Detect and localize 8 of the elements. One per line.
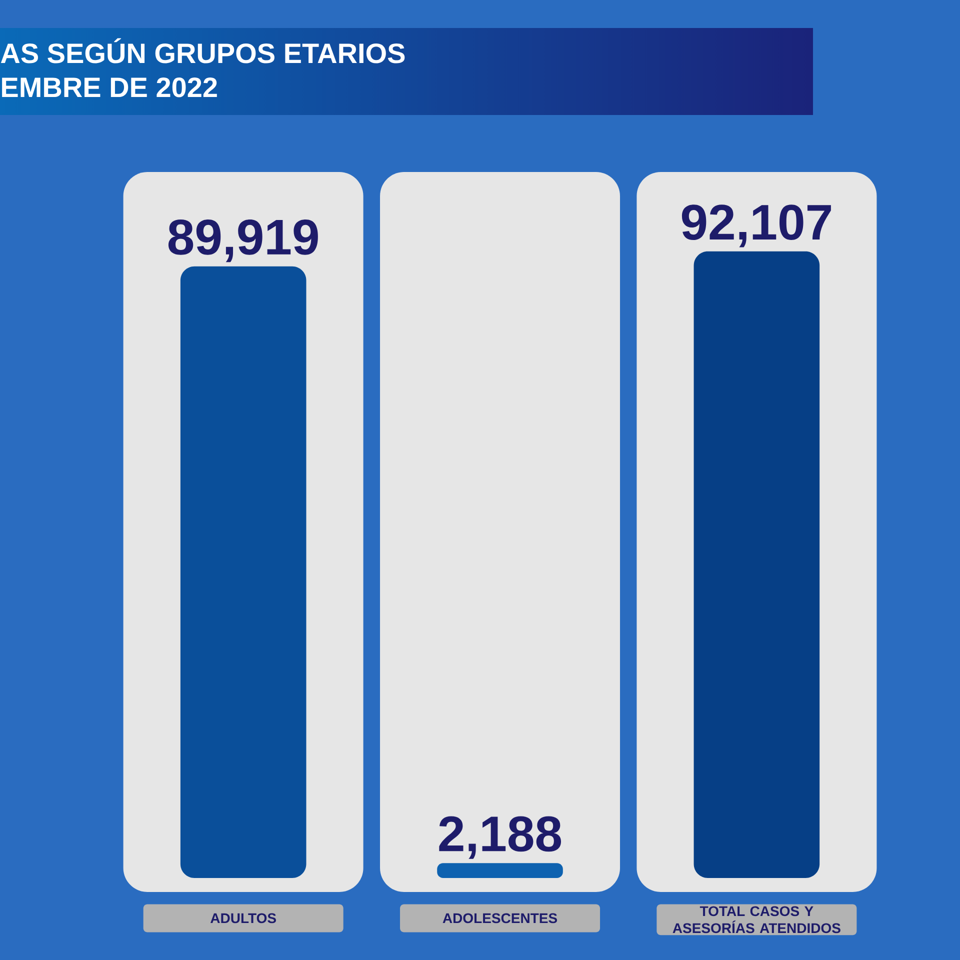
chart-subtitle: EMBRE DE 2022 (2, 77, 217, 98)
x-tick-label: TOTAL CASOS Y ASESORÍAS ATENDIDOS (672, 906, 840, 934)
data-label: 89,919 (168, 219, 318, 262)
chart-title: AS SEGÚN GRUPOS ETARIOS (0, 38, 405, 64)
x-tick-label: ADULTOS (210, 913, 276, 924)
data-label: 2,188 (439, 816, 562, 859)
x-tick-label: ADOLESCENTES (442, 913, 558, 924)
data-label: 92,107 (682, 204, 831, 248)
